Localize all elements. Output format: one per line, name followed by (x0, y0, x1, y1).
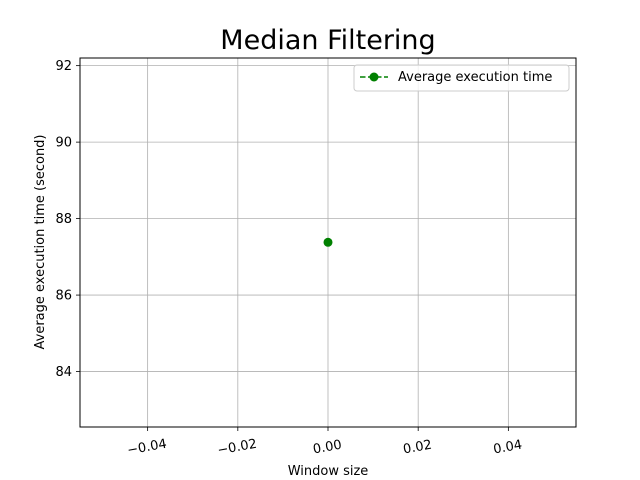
y-tick-label: 88 (55, 212, 72, 227)
chart-title: Median Filtering (220, 25, 435, 56)
legend-marker (369, 72, 379, 82)
y-tick-label: 86 (55, 289, 72, 304)
data-point (323, 237, 333, 247)
x-axis-label: Window size (288, 464, 369, 479)
x-tick-label: 0.00 (312, 438, 343, 458)
y-tick-label: 92 (55, 59, 72, 74)
x-tick-label: −0.04 (126, 437, 168, 459)
y-tick-label: 84 (55, 365, 72, 380)
series-layer (323, 237, 333, 247)
x-tick-label: 0.02 (402, 438, 433, 458)
y-ticks: 84 86 88 90 92 (55, 59, 80, 380)
legend-frame (353, 64, 570, 92)
x-tick-label: 0.04 (492, 438, 523, 458)
y-tick-label: 90 (55, 136, 72, 151)
x-tick-label: −0.02 (216, 437, 258, 459)
legend-label: Average execution time (398, 70, 552, 85)
x-ticks: −0.04 −0.02 0.00 0.02 0.04 (126, 427, 523, 458)
y-axis-label: Average execution time (second) (33, 134, 48, 349)
legend: Average execution time (353, 64, 570, 92)
